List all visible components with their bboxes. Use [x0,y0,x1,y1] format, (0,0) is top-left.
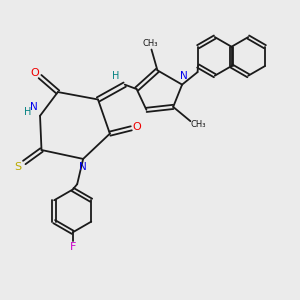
Text: N: N [180,71,188,81]
Text: CH₃: CH₃ [142,38,158,47]
Text: O: O [133,122,142,132]
Text: CH₃: CH₃ [191,120,206,129]
Text: H: H [25,107,32,117]
Text: S: S [14,162,21,172]
Text: O: O [30,68,39,78]
Text: N: N [30,103,38,112]
Text: N: N [79,162,87,172]
Text: F: F [70,242,76,252]
Text: H: H [112,71,119,81]
